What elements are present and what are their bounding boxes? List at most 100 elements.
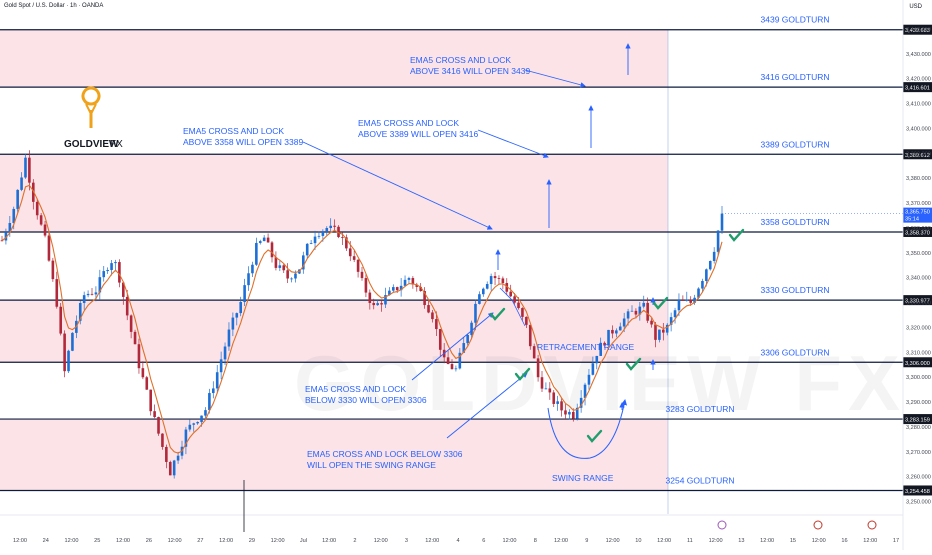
annotation-text: ABOVE 3358 WILL OPEN 3389	[183, 137, 303, 147]
candle-body	[474, 303, 477, 323]
candle-body	[110, 263, 113, 270]
time-tick-label: 12:00	[168, 538, 182, 544]
candle-body	[118, 262, 121, 283]
candle-body	[622, 318, 626, 327]
price-tick-label: 3,410.000	[906, 102, 931, 108]
event-icon[interactable]	[717, 520, 727, 530]
level-price-tag	[903, 414, 932, 425]
annotation-text: EMA5 CROSS AND LOCK BELOW 3306	[307, 449, 463, 459]
time-tick-label: 6	[482, 538, 485, 544]
candle-body	[59, 306, 62, 334]
candle-body	[71, 332, 74, 351]
level-price-tag	[903, 82, 932, 93]
candle-body	[321, 231, 325, 236]
candle-body	[212, 388, 215, 394]
candle-body	[630, 310, 634, 312]
candle-body	[392, 287, 395, 291]
candle-body	[708, 260, 712, 270]
candle-body	[611, 329, 614, 334]
candle-body	[35, 201, 39, 216]
candle-body	[669, 317, 673, 325]
candle-body	[329, 225, 332, 229]
candle-body	[20, 177, 23, 190]
candle-body	[196, 421, 199, 424]
price-tick-label: 3,250.000	[906, 500, 931, 506]
price-tick-label: 3,380.000	[906, 176, 931, 182]
candle-body	[282, 265, 286, 271]
candle-body	[388, 290, 391, 296]
swing-range-curve	[547, 399, 628, 459]
last-price-value: 3,365.750	[905, 210, 930, 216]
candle-body	[278, 265, 282, 268]
logo-text-main: GOLDVIEW	[64, 139, 119, 150]
candle-body	[689, 299, 692, 303]
time-tick-label: 9	[585, 538, 588, 544]
candle-body	[646, 302, 649, 321]
candle-body	[266, 237, 270, 243]
candle-body	[12, 208, 16, 224]
candle-body	[431, 312, 434, 320]
time-tick-label: 13	[738, 538, 744, 544]
event-icon[interactable]	[813, 520, 823, 530]
level-price-tag	[903, 149, 932, 160]
candle-body	[556, 401, 559, 404]
price-axis: 3,250.000 3,260.000 3,270.000 3,280.000 3,29…	[902, 0, 931, 550]
candle-body	[32, 182, 35, 202]
candle-body	[697, 288, 700, 298]
candle-body	[188, 424, 192, 430]
level-label: 3283 GOLDTURN	[666, 404, 735, 414]
level-price-tag-text: 3,330.977	[905, 299, 930, 305]
candle-body	[693, 297, 696, 303]
candle-body	[681, 300, 685, 301]
candle-body	[313, 236, 317, 244]
zone-layer	[0, 29, 669, 514]
candle-body	[513, 296, 516, 303]
candle-body	[521, 308, 524, 317]
annotation-arrow	[477, 129, 549, 158]
candle-body	[482, 288, 485, 295]
candle-body	[485, 284, 489, 289]
time-tick-label: 12:00	[425, 538, 439, 544]
candle-body	[243, 285, 246, 303]
time-tick-label: 12:00	[657, 538, 671, 544]
price-tick-label: 3,330.000	[906, 301, 931, 307]
candle-body	[258, 241, 262, 243]
candle-body	[360, 271, 364, 279]
candle-body	[501, 278, 505, 284]
level-label: 3416 GOLDTURN	[761, 72, 830, 82]
price-tick-label: 3,440.000	[906, 27, 931, 33]
price-tick-label: 3,290.000	[906, 400, 931, 406]
goldview-logo: GOLDVIEW FX	[64, 86, 123, 150]
event-icon[interactable]	[867, 520, 877, 530]
annotation-text: RETRACEMENT RANGE	[537, 342, 634, 352]
ema-line	[1, 184, 723, 454]
annotation-text: ABOVE 3416 WILL OPEN 3439	[410, 66, 530, 76]
candle-body	[129, 315, 133, 332]
candle-body	[411, 278, 415, 285]
level-price-tag-text: 3,416.601	[905, 86, 930, 92]
candle-body	[654, 324, 657, 340]
price-tick-label: 3,280.000	[906, 425, 931, 431]
candle-body	[227, 329, 231, 347]
candle-body	[583, 384, 587, 398]
candle-body	[28, 157, 31, 183]
last-price-countdown: 35:14	[905, 217, 919, 223]
logo-pin-icon	[81, 86, 101, 128]
candle-body	[67, 350, 70, 372]
candle-body	[290, 278, 293, 280]
price-tick-label: 3,370.000	[906, 201, 931, 207]
candle-body	[24, 157, 27, 178]
level-price-tag-text: 3,254.458	[905, 489, 930, 495]
time-tick-label: 12:00	[65, 538, 79, 544]
candle-body	[168, 461, 172, 476]
candle-body	[466, 334, 469, 344]
candle-body	[458, 352, 462, 369]
check-icon	[652, 296, 669, 310]
time-tick-label: 12:00	[760, 538, 774, 544]
time-tick-label: 16	[841, 538, 847, 544]
annotation-arrow	[302, 141, 493, 230]
candle-body	[102, 271, 106, 278]
